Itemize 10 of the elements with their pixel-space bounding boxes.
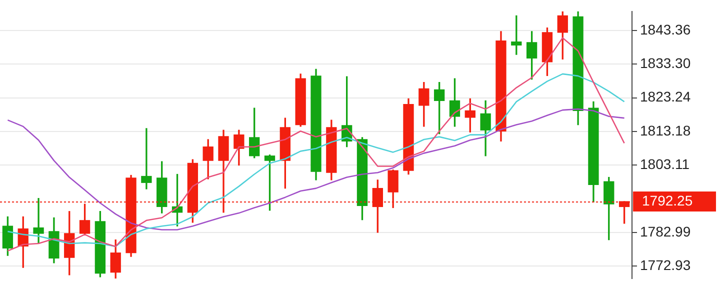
y-tick-label: 1813.18 <box>640 122 691 138</box>
candlestick <box>33 198 44 244</box>
y-tick-label: 1782.99 <box>640 223 691 240</box>
y-tick-label: 1833.30 <box>640 55 691 72</box>
y-tick-label: 1772.93 <box>640 256 691 273</box>
y-tick-label: 1823.24 <box>640 88 691 105</box>
y-tick-label: 1803.11 <box>640 156 690 172</box>
candlestick <box>141 128 152 190</box>
ref-line-label: 1792.25 <box>642 192 693 208</box>
y-tick-label: 1843.36 <box>640 21 691 38</box>
